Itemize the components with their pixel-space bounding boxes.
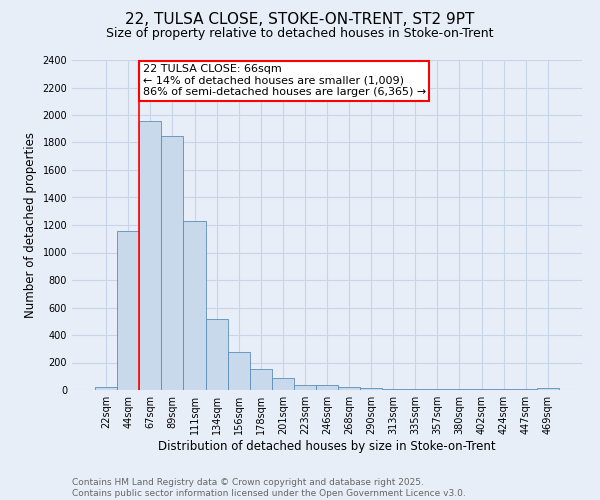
Bar bbox=[272, 378, 294, 390]
X-axis label: Distribution of detached houses by size in Stoke-on-Trent: Distribution of detached houses by size … bbox=[158, 440, 496, 453]
Bar bbox=[161, 136, 184, 390]
Bar bbox=[316, 384, 338, 390]
Bar bbox=[227, 352, 250, 390]
Text: Size of property relative to detached houses in Stoke-on-Trent: Size of property relative to detached ho… bbox=[106, 28, 494, 40]
Bar bbox=[294, 384, 316, 390]
Bar bbox=[338, 387, 360, 390]
Bar bbox=[139, 120, 161, 390]
Bar bbox=[360, 388, 382, 390]
Bar bbox=[184, 221, 206, 390]
Bar bbox=[250, 370, 272, 390]
Text: 22 TULSA CLOSE: 66sqm
← 14% of detached houses are smaller (1,009)
86% of semi-d: 22 TULSA CLOSE: 66sqm ← 14% of detached … bbox=[143, 64, 426, 98]
Text: Contains HM Land Registry data © Crown copyright and database right 2025.
Contai: Contains HM Land Registry data © Crown c… bbox=[72, 478, 466, 498]
Bar bbox=[117, 231, 139, 390]
Bar bbox=[206, 318, 227, 390]
Y-axis label: Number of detached properties: Number of detached properties bbox=[24, 132, 37, 318]
Text: 22, TULSA CLOSE, STOKE-ON-TRENT, ST2 9PT: 22, TULSA CLOSE, STOKE-ON-TRENT, ST2 9PT bbox=[125, 12, 475, 28]
Bar bbox=[537, 388, 559, 390]
Bar bbox=[95, 386, 117, 390]
